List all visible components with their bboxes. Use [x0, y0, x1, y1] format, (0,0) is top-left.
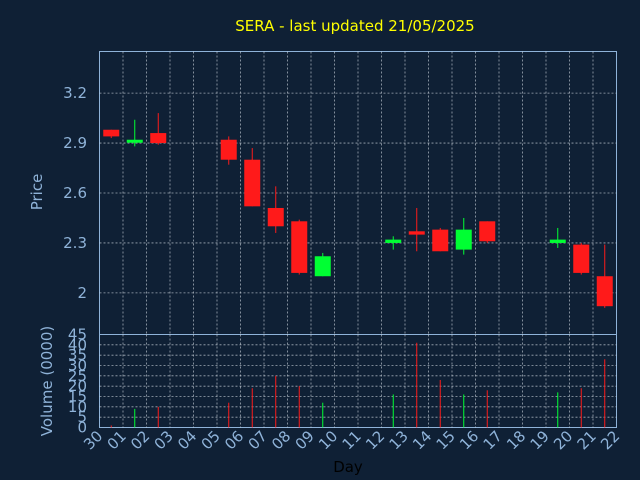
candle-body	[220, 139, 237, 160]
x-tick-label: 14	[409, 427, 435, 453]
candle-body	[150, 133, 167, 144]
candle-body	[244, 159, 261, 207]
x-tick-label: 19	[527, 427, 553, 453]
candle-body	[291, 221, 308, 273]
volume-tick-label: 5	[77, 408, 87, 426]
volume-tick-label: 40	[68, 336, 87, 354]
volume-tick-label: 10	[68, 398, 87, 416]
price-tick-label: 3.2	[63, 84, 87, 102]
candle-body	[385, 239, 402, 243]
x-tick-label: 16	[456, 427, 482, 453]
volume-tick-label: 0	[77, 419, 87, 437]
candle-body	[408, 231, 425, 235]
x-tick-label: 05	[198, 427, 224, 453]
price-tick-label: 2	[77, 284, 87, 302]
volume-grid	[99, 334, 617, 428]
volume-bars	[110, 342, 606, 428]
x-tick-label: 21	[574, 427, 600, 453]
x-tick-label: 20	[550, 427, 576, 453]
candle-body	[573, 244, 590, 273]
candle-body	[549, 239, 566, 243]
volume-tick-label: 20	[68, 377, 87, 395]
x-tick-label: 03	[151, 427, 177, 453]
y-axis-label: Price	[28, 174, 46, 211]
x-tick-labels: 3001020304050607080910111213141516171819…	[80, 427, 623, 453]
x-tick-label: 07	[245, 427, 271, 453]
volume-tick-label: 30	[68, 357, 87, 375]
price-tick-label: 2.9	[63, 134, 87, 152]
x-tick-label: 12	[362, 427, 388, 453]
volume-tick-label: 25	[68, 367, 87, 385]
price-grid	[99, 51, 617, 335]
x-tick-label: 17	[480, 427, 506, 453]
x-axis-label: Day	[333, 458, 363, 476]
x-tick-label: 11	[339, 427, 365, 453]
x-tick-label: 04	[174, 427, 200, 453]
candle-body	[126, 139, 143, 143]
x-tick-label: 09	[292, 427, 318, 453]
candle-body	[479, 221, 496, 242]
x-tick-label: 02	[127, 427, 153, 453]
volume-tick-label: 35	[68, 346, 87, 364]
x-tick-label: 01	[104, 427, 130, 453]
candle-body	[103, 129, 120, 137]
x-tick-label: 06	[221, 427, 247, 453]
x-tick-label: 13	[386, 427, 412, 453]
candle-body	[596, 276, 613, 307]
price-tick-labels: 2 2.3 2.6 2.9 3.2	[63, 84, 87, 302]
chart-title: SERA - last updated 21/05/2025	[235, 17, 474, 35]
x-tick-label: 08	[268, 427, 294, 453]
volume-tick-label: 45	[68, 326, 87, 344]
candle-body	[314, 256, 331, 277]
price-tick-label: 2.3	[63, 234, 87, 252]
candle-body	[432, 229, 449, 252]
price-tick-label: 2.6	[63, 184, 87, 202]
volume-tick-label: 15	[68, 388, 87, 406]
candle-body	[267, 207, 284, 227]
x-tick-label: 10	[315, 427, 341, 453]
x-tick-label: 22	[597, 427, 623, 453]
x-tick-label: 15	[433, 427, 459, 453]
candle-body	[455, 229, 472, 250]
candles	[103, 113, 613, 308]
volume-axis-label: Volume (0000)	[38, 326, 56, 436]
x-tick-label: 18	[503, 427, 529, 453]
